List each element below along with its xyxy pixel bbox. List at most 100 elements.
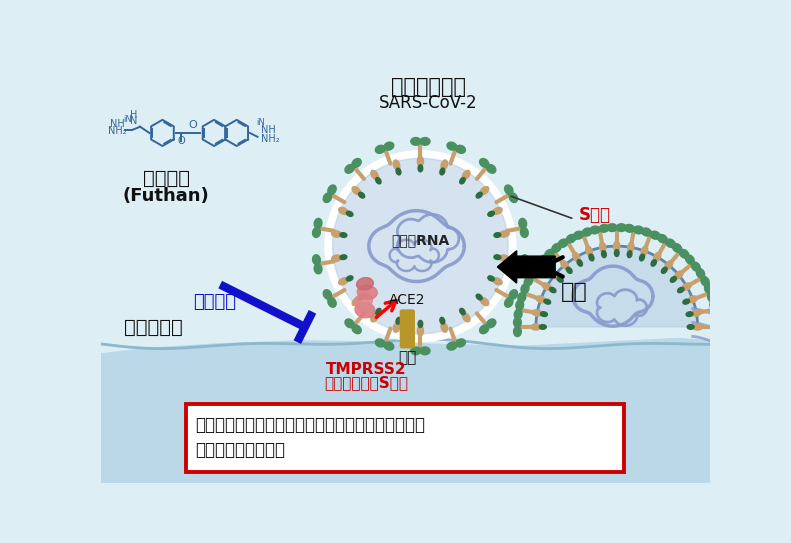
Text: ACE2: ACE2 — [389, 293, 426, 307]
Text: H: H — [131, 110, 138, 119]
Ellipse shape — [701, 276, 710, 286]
Ellipse shape — [558, 239, 568, 248]
Ellipse shape — [552, 243, 561, 252]
Ellipse shape — [493, 207, 502, 214]
Ellipse shape — [376, 308, 381, 315]
Ellipse shape — [509, 290, 517, 299]
Ellipse shape — [532, 310, 542, 316]
Ellipse shape — [345, 319, 354, 328]
Ellipse shape — [314, 218, 322, 229]
Ellipse shape — [355, 302, 375, 318]
Ellipse shape — [463, 171, 470, 179]
Ellipse shape — [650, 231, 660, 239]
Ellipse shape — [520, 228, 528, 237]
Ellipse shape — [670, 276, 676, 282]
Ellipse shape — [573, 231, 583, 239]
Ellipse shape — [627, 251, 632, 257]
Ellipse shape — [640, 254, 645, 261]
FancyBboxPatch shape — [400, 310, 414, 348]
Text: (Futhan): (Futhan) — [123, 187, 210, 205]
Ellipse shape — [324, 290, 331, 299]
Ellipse shape — [607, 224, 617, 231]
Ellipse shape — [479, 325, 489, 333]
Ellipse shape — [688, 296, 698, 302]
Ellipse shape — [494, 233, 501, 237]
Text: SARS-CoV-2: SARS-CoV-2 — [379, 94, 478, 112]
Ellipse shape — [345, 165, 354, 173]
Ellipse shape — [615, 250, 619, 256]
Ellipse shape — [696, 269, 705, 278]
Ellipse shape — [678, 287, 684, 293]
Ellipse shape — [493, 278, 502, 285]
Ellipse shape — [357, 277, 373, 290]
Ellipse shape — [589, 254, 594, 261]
Ellipse shape — [679, 249, 689, 258]
Ellipse shape — [396, 317, 401, 324]
Ellipse shape — [599, 224, 609, 232]
Ellipse shape — [539, 255, 548, 264]
Ellipse shape — [514, 310, 522, 319]
Ellipse shape — [664, 261, 672, 269]
Text: 通过分解激活S蛋白: 通过分解激活S蛋白 — [324, 375, 408, 390]
Ellipse shape — [710, 300, 717, 310]
Ellipse shape — [520, 255, 528, 265]
Text: NH₂: NH₂ — [108, 127, 127, 136]
Ellipse shape — [460, 308, 465, 315]
Ellipse shape — [312, 255, 320, 265]
Ellipse shape — [708, 293, 716, 302]
Text: 受体: 受体 — [398, 350, 416, 365]
Ellipse shape — [691, 262, 700, 271]
Ellipse shape — [486, 165, 496, 173]
Ellipse shape — [590, 226, 600, 234]
Text: 新型冠状病毒感染。: 新型冠状病毒感染。 — [195, 441, 285, 459]
Ellipse shape — [393, 323, 399, 332]
Text: iN: iN — [256, 118, 265, 127]
Ellipse shape — [463, 313, 470, 322]
Ellipse shape — [384, 342, 394, 350]
Circle shape — [325, 150, 516, 342]
Ellipse shape — [418, 156, 423, 166]
Ellipse shape — [314, 264, 322, 274]
Ellipse shape — [354, 294, 373, 308]
Ellipse shape — [661, 267, 667, 273]
Ellipse shape — [440, 168, 445, 175]
Ellipse shape — [544, 299, 551, 304]
Ellipse shape — [327, 298, 336, 307]
Ellipse shape — [712, 317, 720, 327]
Ellipse shape — [653, 252, 660, 262]
Ellipse shape — [686, 255, 694, 264]
Ellipse shape — [418, 165, 422, 172]
Ellipse shape — [371, 313, 378, 322]
Ellipse shape — [447, 142, 456, 150]
Ellipse shape — [376, 178, 381, 184]
Ellipse shape — [642, 228, 651, 236]
FancyArrow shape — [498, 251, 555, 283]
Ellipse shape — [518, 293, 526, 302]
Ellipse shape — [691, 310, 702, 316]
Ellipse shape — [513, 326, 521, 337]
Ellipse shape — [519, 218, 527, 229]
Ellipse shape — [324, 193, 331, 203]
Ellipse shape — [499, 255, 509, 261]
Ellipse shape — [420, 137, 430, 145]
Ellipse shape — [536, 296, 546, 302]
Ellipse shape — [533, 262, 542, 271]
Text: 新型冠状病毒: 新型冠状病毒 — [391, 77, 466, 97]
Ellipse shape — [516, 300, 524, 310]
Ellipse shape — [551, 271, 559, 279]
Ellipse shape — [600, 242, 606, 252]
Ellipse shape — [352, 298, 361, 306]
Text: NH: NH — [260, 125, 275, 135]
Ellipse shape — [624, 224, 634, 232]
FancyBboxPatch shape — [186, 404, 624, 472]
Text: N: N — [131, 116, 138, 125]
Text: O: O — [177, 136, 185, 146]
Ellipse shape — [705, 284, 713, 294]
Ellipse shape — [460, 178, 465, 184]
Text: NH₂: NH₂ — [260, 134, 279, 144]
Ellipse shape — [693, 324, 702, 330]
Text: S蛋白: S蛋白 — [578, 206, 610, 224]
Ellipse shape — [411, 347, 421, 355]
Ellipse shape — [340, 255, 347, 260]
Text: NH: NH — [110, 119, 124, 129]
